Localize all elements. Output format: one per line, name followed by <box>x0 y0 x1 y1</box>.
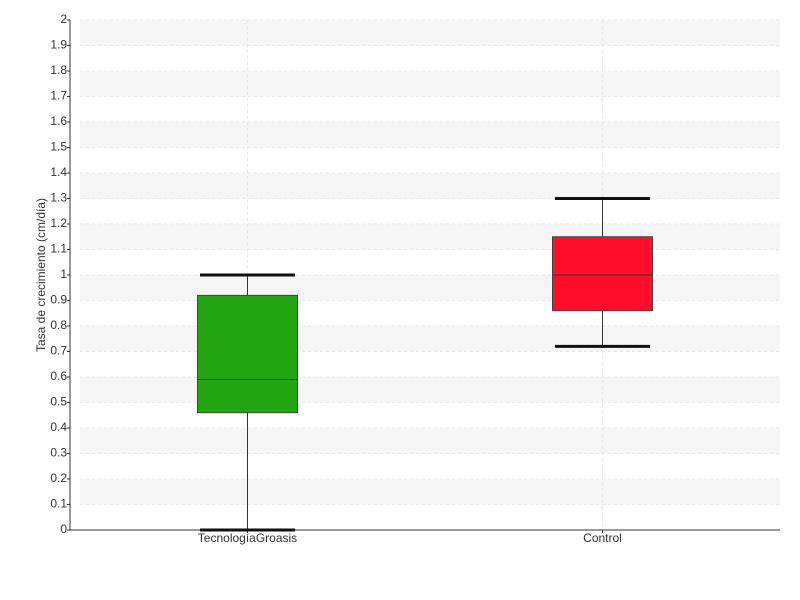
grid-band <box>80 71 780 97</box>
y-tick-label: 1 <box>60 267 67 281</box>
grid-band <box>80 377 780 403</box>
grid-band <box>80 20 780 46</box>
grid-band <box>80 122 780 148</box>
x-tick-label: Control <box>583 531 622 545</box>
y-tick-label: 1.3 <box>50 191 67 205</box>
grid-band <box>80 224 780 250</box>
y-tick-label: 0.2 <box>50 471 67 485</box>
box <box>552 236 653 312</box>
y-tick-label: 1.7 <box>50 89 67 103</box>
y-tick-label: 1.5 <box>50 140 67 154</box>
y-tick-label: 0.8 <box>50 318 67 332</box>
y-tick-label: 1.2 <box>50 216 67 230</box>
y-tick-label: 1.8 <box>50 63 67 77</box>
grid-band <box>80 428 780 454</box>
y-tick-label: 1.6 <box>50 114 67 128</box>
y-tick-label: 0.3 <box>50 446 67 460</box>
y-tick-label: 0.6 <box>50 369 67 383</box>
y-tick-label: 0.7 <box>50 344 67 358</box>
y-tick-label: 1.9 <box>50 38 67 52</box>
grid-band <box>80 173 780 199</box>
y-axis-label: Tasa de crecimiento (cm/día) <box>34 198 48 352</box>
grid-band <box>80 275 780 301</box>
grid-band <box>80 479 780 505</box>
x-tick-label: TecnologíaGroasis <box>198 531 297 545</box>
y-tick-label: 0.5 <box>50 395 67 409</box>
y-tick-label: 0.1 <box>50 497 67 511</box>
y-tick-label: 1.4 <box>50 165 67 179</box>
y-tick-label: 0.4 <box>50 420 67 434</box>
y-tick-label: 0.9 <box>50 293 67 307</box>
y-tick-label: 2 <box>60 12 67 26</box>
grid-band <box>80 326 780 352</box>
box <box>197 294 298 414</box>
y-tick-label: 1.1 <box>50 242 67 256</box>
y-tick-label: 0 <box>60 522 67 536</box>
